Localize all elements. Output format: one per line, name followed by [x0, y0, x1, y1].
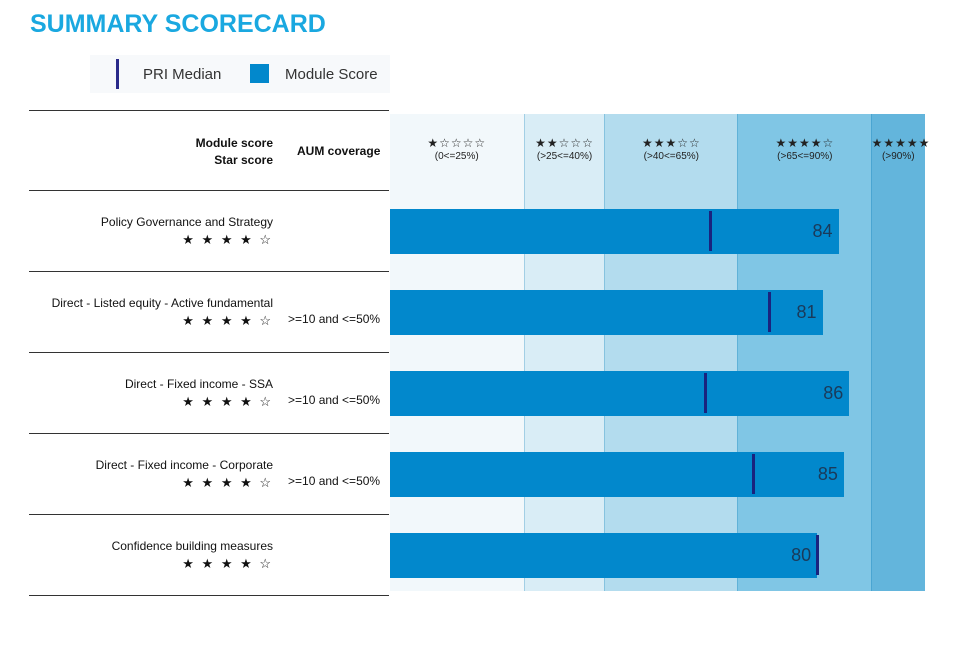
- column-header-aum: AUM coverage: [297, 144, 381, 158]
- pri-median-marker: [768, 292, 772, 332]
- band-range: (>40<=65%): [643, 151, 699, 162]
- divider: [29, 514, 389, 515]
- star-band: ★★☆☆☆ (>25<=40%): [523, 114, 605, 591]
- divider: [29, 190, 389, 191]
- median-legend-marker: [116, 59, 119, 89]
- band-label: ★★★★★ (>90%): [871, 136, 931, 164]
- band-stars: ★★★★☆: [775, 136, 835, 150]
- band-label: ★★★☆☆ (>40<=65%): [605, 136, 739, 164]
- module-name: Direct - Fixed income - SSA: [124, 377, 273, 391]
- row-label: Confidence building measures ★ ★ ★ ★ ☆: [112, 538, 273, 572]
- divider: [29, 352, 389, 353]
- star-band: ★☆☆☆☆ (0<=25%): [390, 114, 524, 591]
- row-label: Direct - Fixed income - SSA ★ ★ ★ ★ ☆: [125, 376, 273, 410]
- module-name: Policy Governance and Strategy: [100, 215, 273, 229]
- divider: [29, 271, 389, 272]
- divider: [29, 595, 389, 596]
- star-rating: ★ ★ ★ ★ ☆: [182, 313, 273, 328]
- band-stars: ★★★☆☆: [641, 136, 701, 150]
- band-label: ★☆☆☆☆ (0<=25%): [390, 136, 524, 164]
- band-range: (0<=25%): [434, 151, 479, 162]
- median-legend-label: PRI Median: [143, 66, 222, 83]
- module-name: Direct - Fixed income - Corporate: [95, 458, 273, 472]
- module-name: Direct - Listed equity - Active fundamen…: [51, 296, 273, 310]
- score-legend-label: Module Score: [285, 66, 378, 83]
- aum-coverage: >=10 and <=50%: [288, 393, 381, 407]
- pri-median-marker: [816, 535, 820, 575]
- aum-coverage: >=10 and <=50%: [288, 312, 381, 326]
- band-stars: ★★☆☆☆: [535, 136, 594, 150]
- score-label: 85: [817, 464, 838, 484]
- page-title: SUMMARY SCORECARD: [30, 10, 326, 38]
- band-label: ★★★★☆ (>65<=90%): [738, 136, 872, 164]
- divider: [29, 433, 389, 434]
- pri-median-marker: [704, 373, 708, 413]
- score-label: 86: [823, 383, 844, 403]
- scorecard-chart: ★☆☆☆☆ (0<=25%) ★★☆☆☆ (>25<=40%) ★★★☆☆ (>40<=6…: [390, 114, 931, 591]
- row-label: Direct - Fixed income - Corporate ★ ★ ★ ★…: [96, 457, 273, 491]
- module-score-bar: 80: [390, 533, 818, 578]
- module-score-bar: 84: [390, 209, 839, 254]
- band-label: ★★☆☆☆ (>25<=40%): [525, 136, 605, 164]
- star-rating: ★ ★ ★ ★ ☆: [182, 232, 273, 247]
- star-rating: ★ ★ ★ ★ ☆: [182, 475, 273, 490]
- module-name: Confidence building measures: [111, 539, 273, 553]
- aum-coverage: >=10 and <=50%: [288, 474, 381, 488]
- band-stars: ★☆☆☆☆: [427, 136, 487, 150]
- pri-median-marker: [752, 454, 756, 494]
- column-header-score: Module score Star score: [196, 135, 273, 169]
- pri-median-marker: [709, 211, 713, 251]
- module-score-bar: 81: [390, 290, 823, 335]
- score-label: 84: [812, 221, 833, 241]
- score-legend-marker: [250, 64, 269, 83]
- module-score-bar: 86: [390, 371, 850, 416]
- score-label: 81: [796, 302, 817, 322]
- score-label: 80: [791, 545, 812, 565]
- band-range: (>25<=40%): [536, 151, 593, 162]
- star-rating: ★ ★ ★ ★ ☆: [182, 394, 273, 409]
- star-score-header: Star score: [214, 153, 273, 167]
- band-range: (>65<=90%): [777, 151, 833, 162]
- star-band: ★★★★★ (>90%): [870, 114, 931, 591]
- star-rating: ★ ★ ★ ★ ☆: [182, 556, 273, 571]
- star-band: ★★★★☆ (>65<=90%): [737, 114, 872, 591]
- module-score-header: Module score: [195, 136, 273, 150]
- module-score-bar: 85: [390, 452, 844, 497]
- band-stars: ★★★★★: [871, 136, 931, 150]
- divider: [29, 110, 389, 111]
- band-range: (>90%): [882, 151, 915, 162]
- legend: PRI Median Module Score: [90, 55, 390, 93]
- row-label: Direct - Listed equity - Active fundamen…: [52, 295, 273, 329]
- row-label: Policy Governance and Strategy ★ ★ ★ ★ ☆: [101, 214, 273, 248]
- star-band: ★★★☆☆ (>40<=65%): [603, 114, 739, 591]
